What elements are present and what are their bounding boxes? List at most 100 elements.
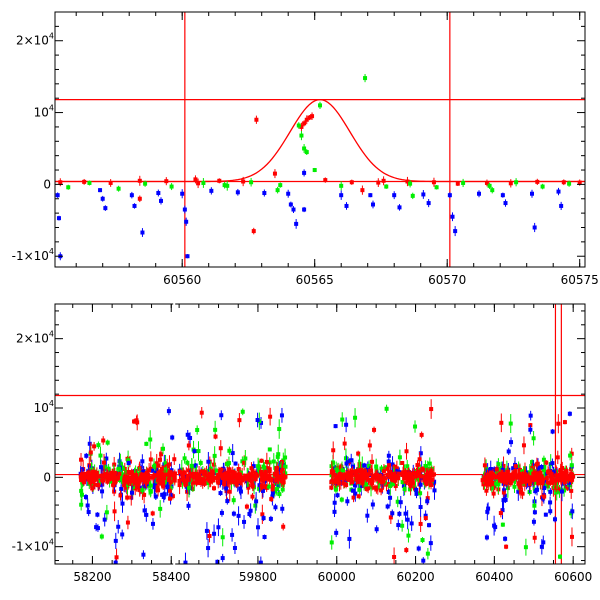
blue-point-s0-29 — [150, 521, 155, 526]
green-point-s3-196 — [554, 490, 559, 495]
red-point-s3-207 — [499, 420, 504, 425]
blue-point-s2-2 — [428, 541, 433, 546]
blue-point-38 — [530, 191, 534, 196]
blue-point-s0-191 — [144, 512, 149, 517]
green-point-s0-256 — [160, 446, 165, 451]
red-core-point-s1-46 — [216, 475, 221, 480]
green-point-s2-145 — [418, 491, 423, 496]
blue-point-s1-29 — [279, 413, 284, 418]
red-core-point-s3-128 — [561, 476, 566, 481]
blue-point-s0-248 — [165, 485, 170, 490]
blue-point-s3-164 — [492, 523, 497, 528]
blue-point-s0-218 — [129, 490, 134, 495]
green-point-s1-202 — [198, 460, 203, 465]
green-point-s2-46 — [379, 466, 384, 471]
red-core-point-s3-46 — [511, 477, 516, 482]
red-core-point-s2-127 — [346, 476, 351, 481]
blue-point-31 — [426, 201, 431, 206]
blue-point-32 — [447, 193, 452, 198]
blue-point-s0-95 — [102, 517, 107, 522]
blue-point-3 — [98, 188, 103, 193]
red-core-point-s3-121 — [505, 472, 510, 477]
blue-point-s3-248 — [548, 489, 553, 494]
red-point-s1-183 — [264, 459, 269, 464]
red-point-s2-207 — [404, 449, 409, 454]
green-point-s2-241 — [423, 463, 428, 468]
red-core-point-s0-92 — [117, 471, 122, 476]
red-point-14 — [310, 114, 315, 119]
red-point-s0-237 — [150, 511, 155, 516]
red-point-22 — [508, 181, 513, 186]
red-point-s2-258 — [379, 488, 384, 493]
blue-point-s3-17 — [501, 498, 506, 503]
blue-point-s3-62 — [550, 429, 555, 434]
green-point-s2-76 — [427, 461, 432, 466]
red-core-point-s2-76 — [332, 472, 337, 477]
blue-point-s1-44 — [232, 545, 237, 550]
green-point-s1-256 — [182, 456, 187, 461]
green-point-s0-115 — [104, 510, 109, 515]
green-point-s2-211 — [333, 487, 338, 492]
blue-point-s1-110 — [233, 461, 238, 466]
red-point-s3-213 — [521, 443, 526, 448]
blue-point-s2-53 — [386, 490, 391, 495]
red-point-s0-108 — [125, 495, 130, 500]
x-tick-label-2: 59800 — [239, 570, 277, 584]
red-core-point-s2-135 — [395, 475, 400, 480]
green-point-28 — [312, 168, 317, 173]
green-point-s1-67 — [266, 484, 271, 489]
blue-point-36 — [500, 193, 505, 198]
blue-point-s3-233 — [567, 411, 572, 416]
red-core-point-s0-117 — [86, 477, 91, 482]
red-core-point-s2-116 — [403, 471, 408, 476]
green-point-s1-73 — [180, 480, 185, 485]
red-core-point-s0-138 — [130, 472, 135, 477]
blue-point-s1-224 — [225, 499, 230, 504]
red-core-point-s0-26 — [168, 470, 173, 475]
blue-point-s3-221 — [537, 465, 542, 470]
red-core-point-s3-51 — [554, 475, 559, 480]
blue-point-1 — [56, 216, 61, 221]
red-core-point-s3-115 — [509, 479, 514, 484]
red-core-point-s1-3 — [185, 474, 190, 479]
green-point-s1-118 — [283, 464, 288, 469]
green-point-s1-235 — [267, 447, 272, 452]
red-core-point-s3-106 — [559, 470, 564, 475]
red-core-point-s3-120 — [514, 474, 519, 479]
blue-point-s0-164 — [126, 461, 131, 466]
red-point-20 — [455, 181, 460, 186]
blue-point-s1-251 — [255, 418, 260, 423]
blue-point-s1-218 — [192, 449, 197, 454]
x-tick-label-2: 60570 — [428, 273, 466, 287]
red-core-point-s3-100 — [534, 474, 539, 479]
y-tick-label-0: -1×104 — [12, 247, 54, 263]
blue-point-s0-11 — [87, 441, 92, 446]
green-point-s1-196 — [257, 467, 262, 472]
red-point-s0-222 — [92, 482, 97, 487]
red-core-point-s1-122 — [253, 472, 258, 477]
red-core-point-s0-128 — [132, 475, 137, 480]
red-core-point-s3-44 — [489, 470, 494, 475]
red-core-point-s3-90 — [526, 475, 531, 480]
blue-point-22 — [302, 207, 307, 212]
red-point-s3-138 — [501, 490, 506, 495]
red-point-s2-144 — [367, 443, 372, 448]
red-core-point-s0-130 — [86, 475, 91, 480]
red-point-3 — [137, 178, 142, 183]
red-point-s2-108 — [375, 485, 380, 490]
red-core-point-s2-139 — [413, 474, 418, 479]
blue-point-s0-125 — [104, 456, 109, 461]
red-point-s2-195 — [381, 469, 386, 474]
green-point-19 — [461, 180, 466, 185]
red-point-s2-177 — [423, 516, 428, 521]
green-point-s1-133 — [227, 448, 232, 453]
red-core-point-s3-103 — [558, 478, 563, 483]
red-point-s0-90 — [112, 462, 117, 467]
red-point-s3-225 — [554, 485, 559, 490]
green-point-14 — [339, 183, 344, 188]
red-point-8 — [254, 117, 259, 122]
blue-point-s0-215 — [166, 409, 171, 414]
blue-point-s2-35 — [388, 495, 393, 500]
red-point-s3-171 — [556, 487, 561, 492]
green-point-s0-118 — [158, 506, 163, 511]
